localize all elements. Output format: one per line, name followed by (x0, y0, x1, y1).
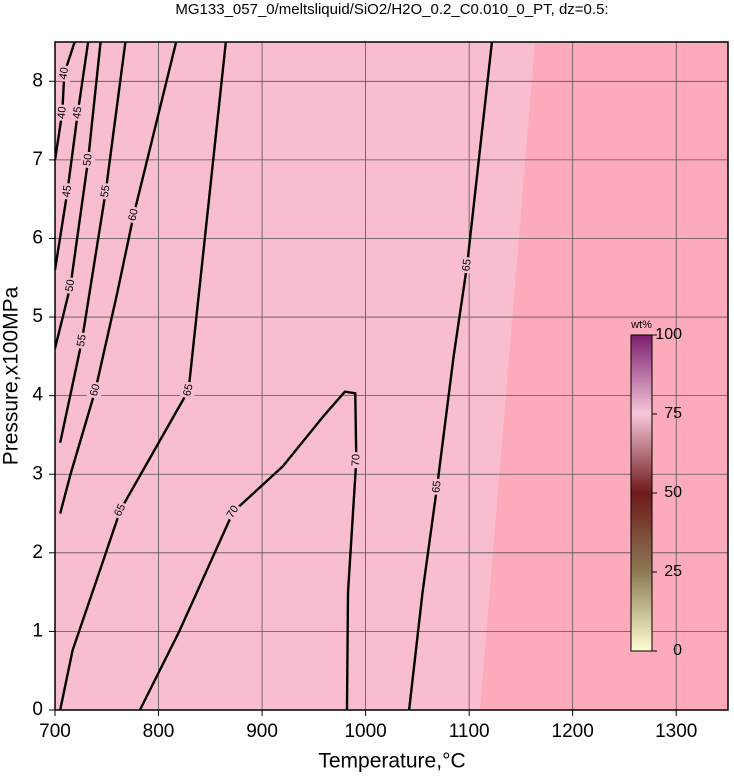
contour-label: 60 (126, 208, 140, 223)
contour-label-group: 65 (429, 477, 446, 496)
y-tick-label: 0 (32, 699, 43, 720)
colorbar-tick-label: 25 (664, 563, 682, 580)
contour-label-bg (73, 331, 91, 350)
contour-line (59, 42, 127, 444)
contour-line (55, 42, 76, 161)
contour-line (59, 42, 178, 514)
contour-label-group: 65 (459, 256, 475, 274)
contour-label-bg (59, 182, 76, 201)
x-tick-label: 800 (143, 721, 175, 742)
contour-line (138, 390, 358, 710)
x-tick-label: 1300 (655, 721, 697, 742)
contour-label-group: 50 (80, 151, 97, 169)
chart-title: MG133_057_0/meltsliquid/SiO2/H2O_0.2_C0.… (175, 1, 608, 18)
contour-label-bg (86, 380, 105, 400)
y-tick-label: 6 (32, 227, 43, 248)
colorbar (630, 334, 653, 652)
contour-line (55, 42, 102, 349)
contour-label-group: 60 (86, 380, 105, 400)
field-region (480, 42, 728, 710)
contour-label-group: 70 (222, 501, 244, 523)
contour-line (59, 42, 228, 710)
contour-label-bg (97, 182, 114, 201)
contour-label: 70 (350, 454, 362, 467)
contour-label: 50 (63, 279, 77, 293)
contour-label-group: 65 (110, 500, 131, 521)
contour-label-bg (125, 205, 143, 225)
contour-label-bg (179, 380, 198, 400)
contour-label: 60 (88, 383, 103, 398)
colorbar-tick-label: 0 (673, 642, 682, 659)
y-axis-label: Pressure,x100MPa (0, 286, 23, 465)
x-tick-label: 700 (39, 721, 71, 742)
contour-label-group: 55 (97, 182, 114, 201)
contour-label-group: 40 (55, 104, 71, 122)
y-tick-label: 7 (32, 149, 43, 170)
contour-label: 65 (460, 258, 473, 272)
x-tick-label: 1100 (449, 721, 490, 742)
contour-label-bg (429, 477, 446, 496)
contour-label: 65 (181, 383, 195, 398)
contour-label: 55 (75, 334, 89, 348)
y-tick-label: 1 (32, 620, 43, 641)
x-tick-label: 900 (246, 721, 278, 742)
contour-line (55, 42, 90, 271)
contour-label: 45 (61, 184, 75, 198)
contour-label: 40 (57, 66, 71, 80)
contour-label-bg (110, 500, 131, 521)
contour-label-group: 65 (179, 380, 198, 400)
contour-label: 50 (81, 153, 94, 167)
contour-line (407, 42, 494, 710)
contour-label-bg (62, 276, 79, 295)
x-tick-label: 1000 (344, 721, 386, 742)
contour-label: 45 (71, 106, 85, 120)
contour-label-group: 50 (62, 276, 79, 295)
contour-label: 65 (112, 502, 128, 518)
y-tick-label: 4 (32, 385, 43, 406)
contour-label-bg (69, 103, 86, 122)
contour-label-group: 40 (56, 64, 73, 83)
contour-label-bg (222, 501, 244, 523)
contour-label: 40 (56, 106, 69, 119)
contour-label-bg (459, 256, 475, 274)
colorbar-tick-label: 100 (655, 326, 682, 343)
contour-label: 65 (430, 480, 443, 494)
contour-label-group: 70 (349, 451, 364, 469)
contour-label-bg (349, 451, 364, 469)
x-tick-label: 1200 (552, 721, 594, 742)
contour-label-group: 45 (59, 182, 76, 201)
contour-label-group: 60 (125, 205, 143, 225)
x-axis-label: Temperature,°C (318, 750, 465, 773)
contour-label-group: 45 (69, 103, 86, 122)
y-tick-label: 5 (32, 306, 43, 327)
y-tick-label: 8 (32, 70, 43, 91)
colorbar-label: wt% (630, 319, 652, 331)
contour-label-bg (80, 151, 97, 169)
y-tick-label: 2 (32, 542, 43, 563)
contour-label-group: 55 (73, 331, 91, 350)
colorbar-tick-label: 50 (664, 484, 682, 501)
contour-label: 55 (99, 184, 113, 198)
contour-label: 70 (225, 504, 242, 521)
colorbar-tick-label: 75 (664, 405, 682, 422)
plot-frame (54, 41, 729, 711)
contour-label-bg (56, 64, 73, 83)
y-tick-label: 3 (32, 463, 43, 484)
contour-label-bg (55, 104, 71, 122)
